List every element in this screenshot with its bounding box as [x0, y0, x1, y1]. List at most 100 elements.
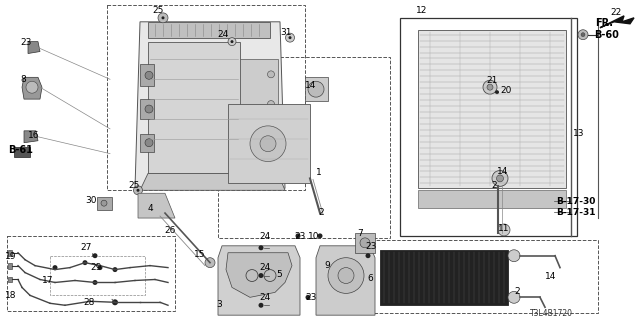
Text: 14: 14: [545, 272, 556, 281]
Circle shape: [508, 250, 520, 262]
Polygon shape: [316, 246, 375, 315]
Text: 29: 29: [90, 263, 101, 272]
Circle shape: [498, 224, 510, 236]
Text: 8: 8: [20, 75, 26, 84]
Bar: [8, 276, 12, 283]
Circle shape: [487, 84, 493, 90]
Circle shape: [365, 253, 371, 258]
Text: 13: 13: [573, 129, 584, 138]
Text: B-17-31: B-17-31: [556, 208, 595, 217]
Circle shape: [93, 253, 97, 258]
Circle shape: [113, 267, 118, 272]
Text: 27: 27: [80, 243, 92, 252]
Text: 24: 24: [259, 293, 270, 302]
Circle shape: [308, 81, 324, 97]
Bar: [218, 58, 390, 238]
Circle shape: [483, 80, 497, 94]
Text: 3: 3: [216, 300, 221, 309]
Text: 11: 11: [498, 224, 509, 233]
Text: 25: 25: [152, 6, 163, 15]
Text: 28: 28: [83, 298, 94, 307]
Text: 23: 23: [20, 38, 31, 47]
Bar: [418, 190, 566, 208]
Text: 20: 20: [500, 86, 511, 95]
Text: 15: 15: [194, 250, 205, 259]
Polygon shape: [138, 193, 175, 218]
Circle shape: [250, 126, 286, 162]
Circle shape: [328, 258, 364, 293]
Circle shape: [101, 200, 107, 206]
Circle shape: [158, 13, 168, 23]
Circle shape: [259, 273, 264, 278]
Text: 30: 30: [85, 196, 97, 205]
Circle shape: [259, 303, 264, 308]
Text: 24: 24: [259, 263, 270, 272]
Circle shape: [161, 16, 164, 19]
Text: 23: 23: [294, 232, 305, 241]
Text: B-17-30: B-17-30: [556, 197, 595, 206]
Circle shape: [268, 153, 275, 160]
Polygon shape: [24, 131, 38, 143]
Circle shape: [205, 258, 215, 268]
Text: 4: 4: [148, 204, 154, 213]
Text: 17: 17: [42, 276, 54, 284]
Text: FR.: FR.: [595, 18, 613, 28]
Circle shape: [93, 280, 97, 285]
Circle shape: [495, 90, 499, 94]
Circle shape: [230, 40, 234, 43]
Text: B-61: B-61: [8, 145, 33, 155]
Circle shape: [145, 139, 153, 147]
Circle shape: [296, 233, 301, 238]
Circle shape: [145, 105, 153, 113]
Circle shape: [268, 71, 275, 78]
Text: 23: 23: [365, 242, 376, 251]
Bar: [380, 250, 508, 305]
Polygon shape: [135, 22, 285, 188]
Polygon shape: [22, 77, 42, 99]
Circle shape: [492, 171, 508, 186]
Bar: [355, 233, 375, 253]
Text: 14: 14: [305, 81, 316, 90]
Circle shape: [228, 38, 236, 45]
Text: 12: 12: [416, 6, 428, 15]
Bar: [8, 263, 12, 268]
Bar: [14, 147, 30, 156]
Text: 2: 2: [318, 208, 324, 217]
Bar: [8, 250, 12, 256]
Text: B-60: B-60: [594, 30, 619, 40]
Bar: [140, 64, 154, 86]
Text: 21: 21: [486, 76, 497, 85]
Text: 24: 24: [259, 232, 270, 241]
Text: 22: 22: [610, 8, 621, 17]
Text: 6: 6: [367, 274, 372, 283]
Bar: [7, 236, 175, 311]
Circle shape: [305, 295, 310, 300]
Circle shape: [268, 100, 275, 108]
Circle shape: [497, 175, 504, 182]
Text: 24: 24: [217, 30, 228, 39]
Circle shape: [360, 238, 370, 248]
Text: 5: 5: [276, 269, 282, 279]
Text: 1: 1: [316, 169, 322, 178]
Circle shape: [317, 233, 323, 238]
Bar: [148, 42, 240, 173]
Circle shape: [52, 265, 58, 270]
Bar: [305, 77, 328, 101]
Text: 2: 2: [491, 181, 497, 190]
Polygon shape: [600, 16, 634, 28]
Bar: [50, 256, 145, 295]
Circle shape: [134, 186, 143, 195]
Circle shape: [145, 71, 153, 79]
Polygon shape: [218, 246, 300, 315]
Circle shape: [26, 81, 38, 93]
Circle shape: [508, 292, 520, 303]
Bar: [148, 22, 270, 38]
Circle shape: [83, 260, 88, 265]
Text: 10: 10: [308, 232, 319, 241]
Bar: [97, 197, 112, 210]
Bar: [228, 104, 310, 183]
Bar: [400, 18, 577, 236]
Text: 19: 19: [5, 252, 17, 261]
Circle shape: [268, 130, 275, 137]
Text: T3L4B1720: T3L4B1720: [530, 309, 573, 318]
